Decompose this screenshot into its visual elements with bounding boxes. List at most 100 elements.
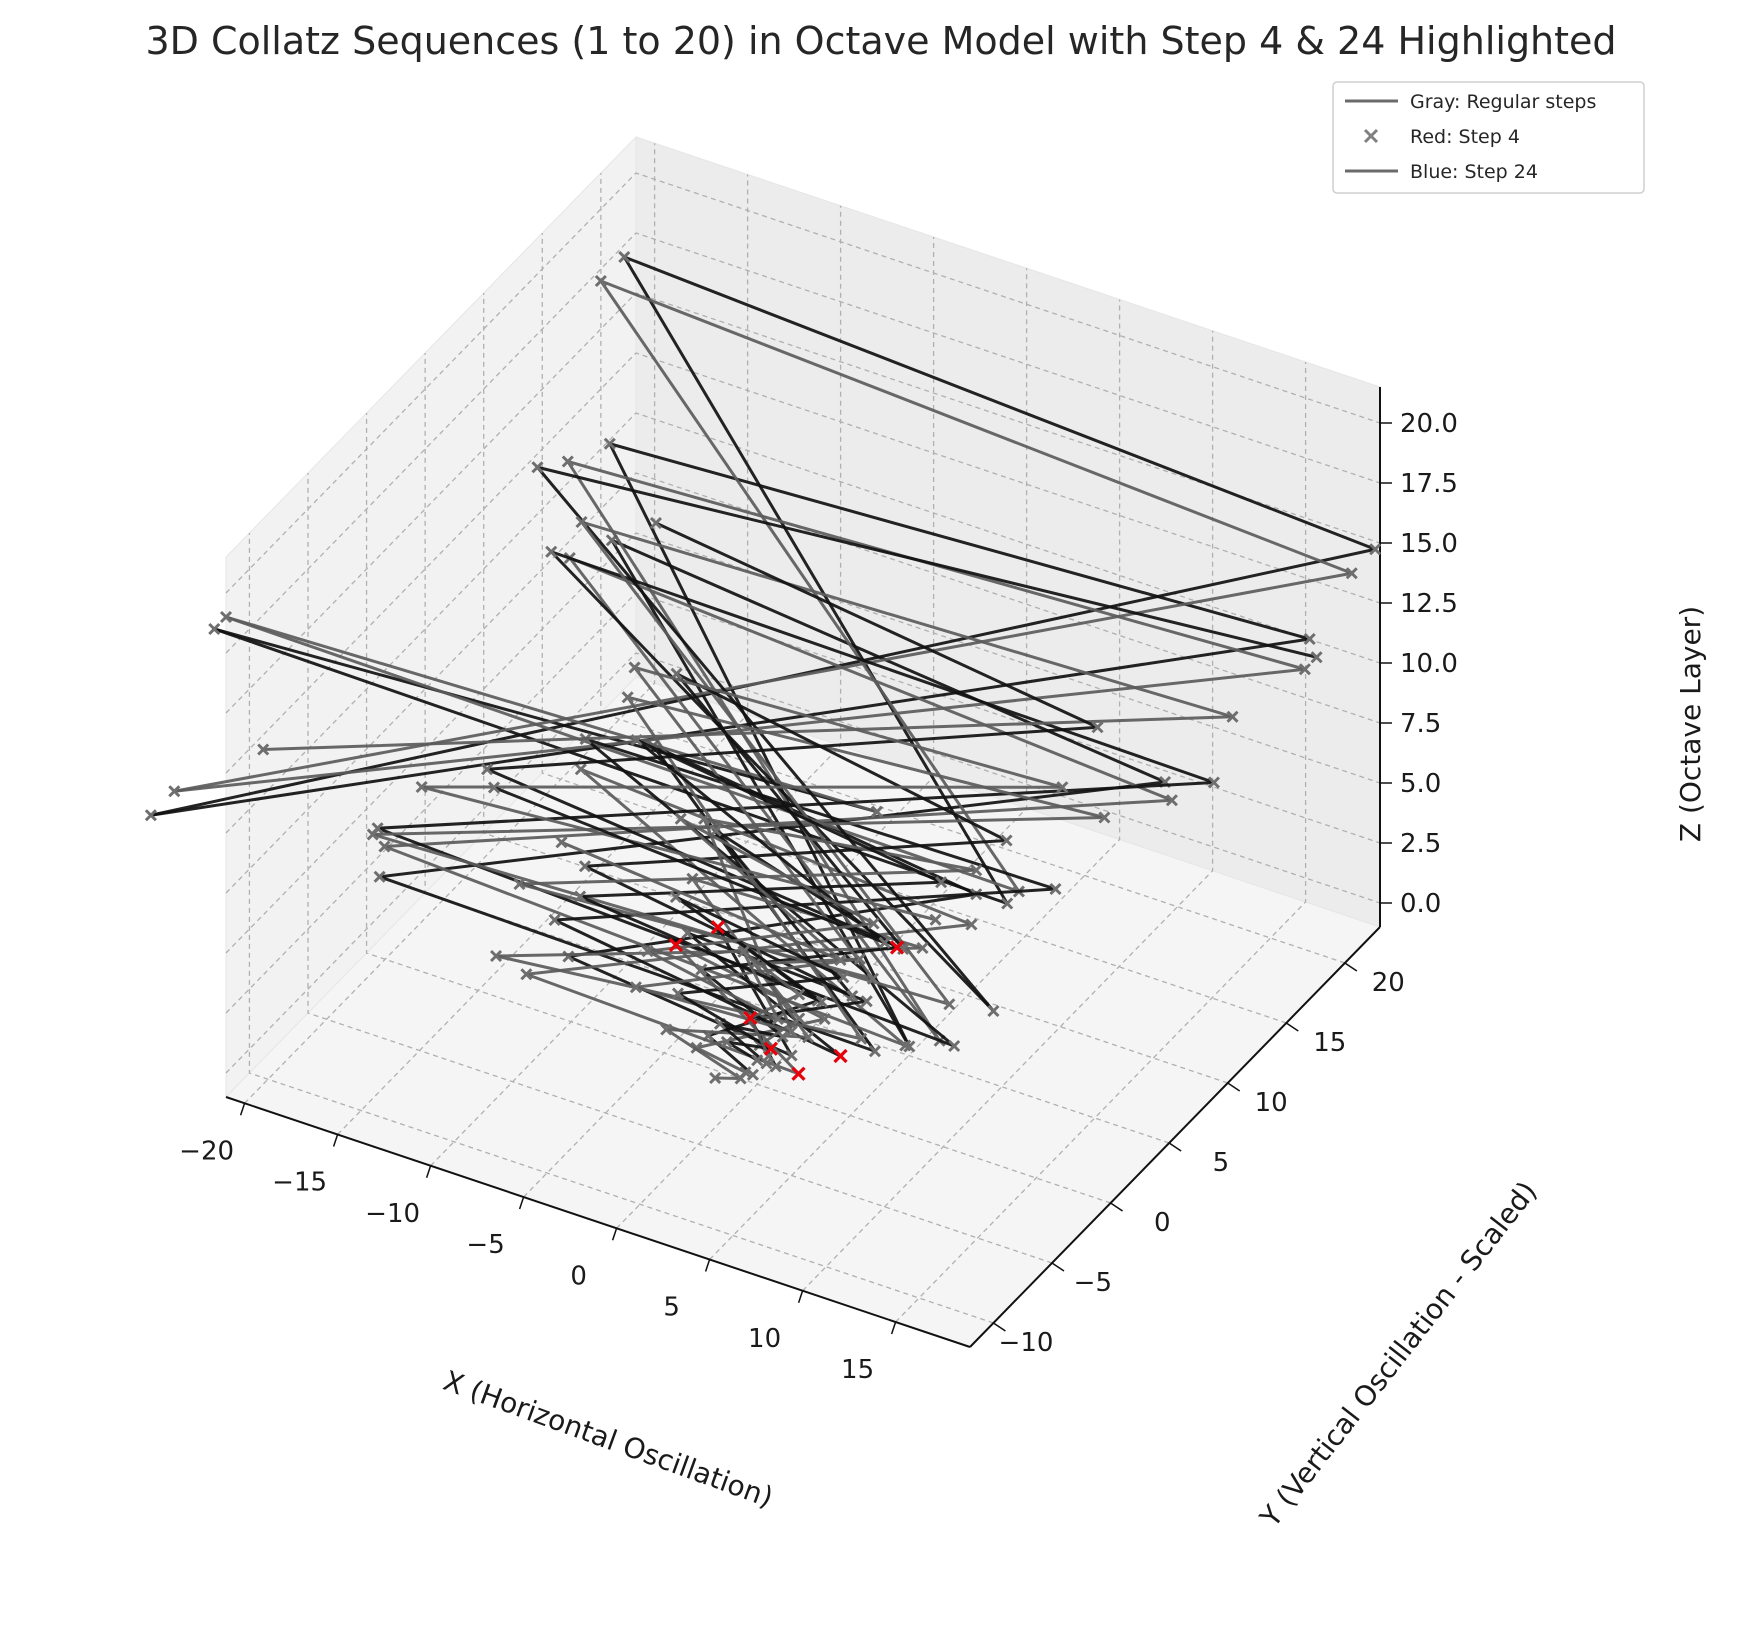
chart-title: 3D Collatz Sequences (1 to 20) in Octave… [145, 19, 1616, 63]
x-tick-mark [518, 1196, 525, 1210]
sequence-point-marker [669, 890, 682, 904]
sequence-segment [634, 985, 794, 1033]
sequence-point-marker [481, 763, 494, 776]
sequence-point-marker [618, 250, 631, 264]
z-tick-label: 7.5 [1400, 709, 1441, 739]
grid-line-z [225, 652, 1381, 1074]
x-tick-label: 15 [841, 1355, 874, 1385]
sequence-segment [378, 780, 1167, 879]
sequence-segment [633, 666, 1064, 789]
highlight-point-marker [889, 940, 905, 955]
sequence-segment [748, 993, 801, 1020]
sequence-segment [674, 895, 824, 1004]
z-tick-label: 5.0 [1400, 769, 1441, 799]
y-tick-mark [1227, 1082, 1241, 1092]
y-tick-label: 15 [1313, 1028, 1346, 1058]
x-tick-label: −20 [179, 1136, 234, 1166]
sequence-point-marker [629, 981, 642, 994]
sequence-point-marker [660, 1023, 673, 1036]
sequence-segment [753, 962, 801, 1020]
sequence-segment [485, 725, 1100, 771]
sequence-point-marker [671, 987, 685, 1000]
sequence-segment [608, 442, 1312, 641]
x-tick-label: 0 [570, 1261, 587, 1291]
sequence-segment [580, 520, 1235, 719]
sequence-segment [679, 817, 843, 962]
sequence-point-marker [487, 781, 501, 794]
y-tick-mark [1110, 1202, 1123, 1212]
sequence-segment [675, 672, 1009, 842]
sequence-point-marker [720, 1035, 733, 1049]
sequence-segment [654, 521, 1100, 729]
sequence-point-marker [641, 945, 654, 958]
z-axis-label: Z (Octave Layer) [1674, 606, 1707, 842]
sequence-segment [748, 1016, 771, 1058]
sequence-point-marker [948, 1039, 961, 1053]
sequence-segment [635, 738, 887, 945]
sequence-segment [535, 465, 1319, 659]
grid-line-x [244, 143, 656, 1104]
y-tick-label: −5 [1074, 1268, 1112, 1298]
sequence-point-marker [574, 763, 587, 776]
sequence-point-marker [366, 828, 379, 841]
sequence-point-marker [965, 918, 978, 931]
sequence-point-marker [1207, 776, 1221, 789]
sequence-point-marker [1345, 567, 1358, 580]
y-axis-line [969, 926, 1381, 1348]
sequence-segment [261, 715, 1235, 751]
sequence-segment [549, 550, 995, 1013]
y-tick-mark [1051, 1262, 1065, 1272]
sequence-point-marker [868, 1045, 882, 1058]
y-axis-label: Y (Vertical Oscillation - Scaled) [1253, 1175, 1544, 1534]
y-tick-label: 0 [1154, 1208, 1171, 1238]
x-tick-mark [239, 1103, 246, 1116]
sequence-point-marker [769, 1060, 782, 1073]
sequence-segment [371, 833, 951, 1006]
sequence-point-marker [929, 913, 942, 926]
sequence-point-marker [628, 661, 641, 674]
highlight-point-marker [668, 937, 684, 953]
sequence-point-marker [489, 949, 503, 963]
sequence-segment [224, 615, 1021, 893]
sequence-point-marker [531, 461, 544, 474]
sequence-point-marker [815, 995, 828, 1008]
sequence-point-marker [144, 809, 157, 822]
x-tick-label: −5 [466, 1230, 504, 1260]
sequence-point-marker [594, 274, 607, 288]
sequence-segment [568, 556, 1174, 802]
sequence-point-marker [621, 691, 634, 704]
sequence-point-marker [555, 836, 568, 849]
sequence-segment [664, 1028, 743, 1080]
sequence-point-marker [1165, 794, 1178, 807]
sequence-point-marker [1091, 721, 1104, 734]
z-tick-label: 0.0 [1400, 889, 1441, 919]
sequence-point-marker [793, 1012, 806, 1025]
grid-line-y [307, 473, 1053, 1264]
sequence-point-marker [855, 1032, 868, 1045]
sequence-point-marker [970, 864, 983, 877]
sequence-point-marker [1098, 811, 1111, 824]
highlight-point-marker [833, 1048, 848, 1064]
sequence-segment [741, 950, 801, 996]
sequence-point-marker [785, 1049, 798, 1062]
sequence-point-marker [709, 1071, 722, 1085]
y-tick-mark [993, 1322, 1006, 1332]
sequence-segment [679, 817, 876, 925]
sequence-segment [622, 255, 1377, 551]
legend-x-marker-swatch [1363, 128, 1379, 144]
grid-line-y [541, 233, 1287, 1024]
x-tick-mark [611, 1228, 618, 1241]
grid-line-z [225, 352, 1381, 774]
sequence-point-marker [630, 733, 643, 747]
grid-line-x [895, 362, 1307, 1323]
sequence-point-marker [1056, 781, 1069, 794]
z-tick-label: 20.0 [1400, 409, 1458, 439]
sequence-point-marker [935, 876, 948, 889]
sequence-segment [149, 637, 1312, 817]
sequence-segment [578, 895, 824, 1004]
x-tick-mark [425, 1165, 432, 1178]
sequence-point-marker [219, 610, 233, 624]
sequence-point-marker [734, 1072, 747, 1085]
grid-line-z [225, 472, 1381, 894]
sequence-segment [560, 840, 843, 962]
